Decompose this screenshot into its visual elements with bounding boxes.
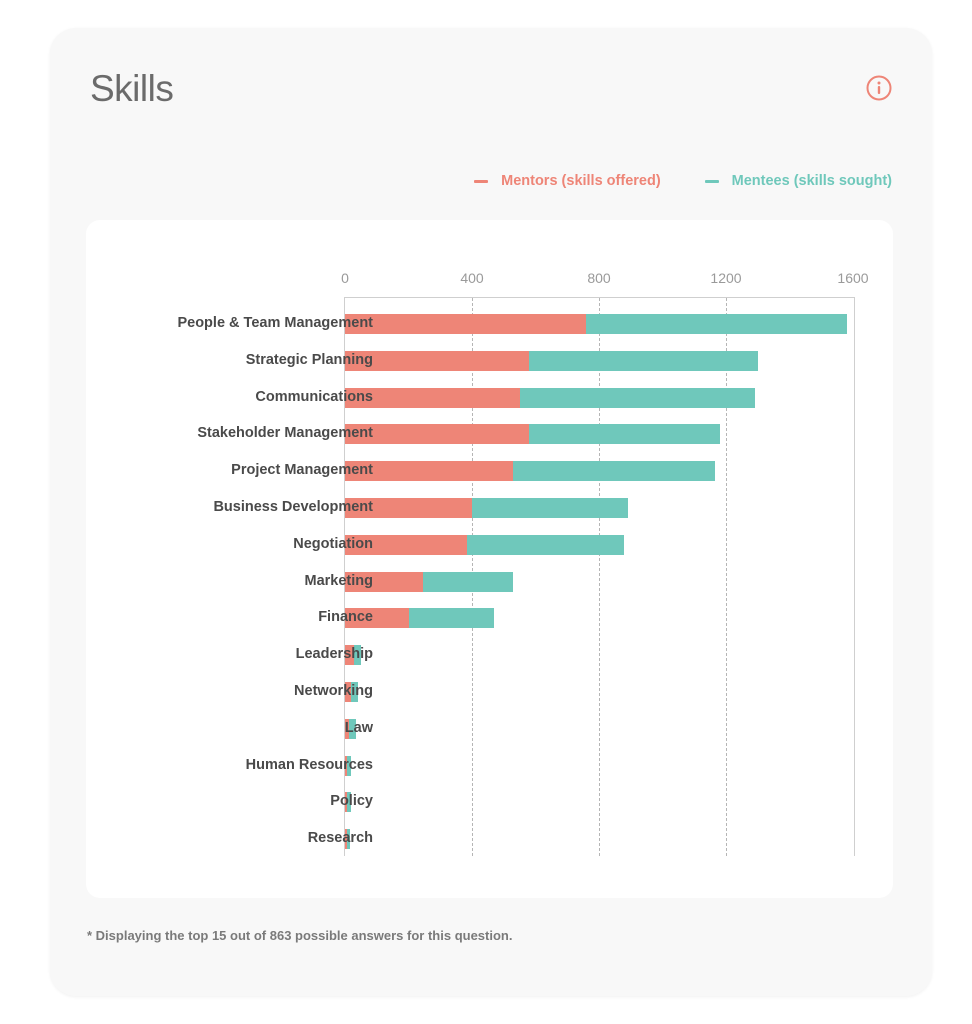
bar-segment-mentees[interactable] — [346, 792, 351, 813]
category-label: People & Team Management — [177, 315, 373, 331]
x-tick-label: 800 — [587, 270, 611, 286]
bar-row — [345, 534, 854, 555]
bar-segment-mentors[interactable] — [345, 755, 348, 776]
bar-segment-mentees[interactable] — [353, 645, 361, 666]
bar-row — [345, 829, 854, 850]
bar-segment-mentors[interactable] — [345, 498, 472, 518]
bar-row — [345, 424, 854, 445]
bar-segment-mentees[interactable] — [348, 718, 357, 739]
category-label: Business Development — [213, 499, 373, 515]
bar-segment-mentors[interactable] — [345, 461, 514, 482]
bar-segment-mentors[interactable] — [345, 829, 347, 850]
bar-segment-mentees[interactable] — [519, 387, 755, 408]
plot-area: 0 400 800 1200 1600 — [341, 270, 869, 856]
x-tick-label: 0 — [341, 270, 349, 286]
bar-row — [345, 755, 854, 776]
chart-legend: Mentors (skills offered) Mentees (skills… — [474, 173, 892, 189]
bar-row — [345, 682, 854, 702]
category-label: Marketing — [304, 572, 374, 589]
bar-row — [345, 498, 854, 518]
bar-segment-mentees[interactable] — [422, 571, 514, 592]
bar-row — [345, 608, 854, 629]
bar-segment-mentors[interactable] — [345, 534, 468, 555]
bar-segment-mentees[interactable] — [472, 498, 628, 518]
category-label: Human Resources — [245, 756, 373, 773]
bar-segment-mentors[interactable] — [345, 424, 530, 445]
category-label: Research — [307, 830, 373, 847]
skills-card: Skills Mentors (skills offered) Mentees … — [50, 28, 932, 996]
info-circle-icon — [866, 75, 892, 101]
category-label: Policy — [330, 793, 373, 810]
footnote: * Displaying the top 15 out of 863 possi… — [87, 928, 513, 943]
bar-row — [345, 387, 854, 408]
bar-segment-mentees[interactable] — [347, 755, 351, 776]
bar-segment-mentors[interactable] — [345, 387, 520, 408]
legend-item-mentors[interactable]: Mentors (skills offered) — [474, 173, 661, 189]
bar-row — [345, 350, 854, 371]
bar-row — [345, 645, 854, 666]
legend-label-mentees: Mentees (skills sought) — [731, 173, 892, 189]
bar-row — [345, 314, 854, 334]
category-label: Law — [344, 719, 373, 736]
bar-segment-mentees[interactable] — [529, 424, 720, 445]
bar-segment-mentors[interactable] — [345, 608, 409, 629]
mentors-swatch-icon — [474, 179, 489, 183]
bar-segment-mentees[interactable] — [346, 829, 351, 850]
chart-panel: 0 400 800 1200 1600 People & Team Management… — [86, 220, 893, 898]
bar-segment-mentors[interactable] — [345, 792, 347, 813]
category-label: Leadership — [295, 646, 373, 663]
bar-row — [345, 792, 854, 813]
x-tick-label: 1200 — [710, 270, 742, 286]
bar-segment-mentors[interactable] — [345, 645, 354, 666]
bar-segment-mentors[interactable] — [345, 571, 423, 592]
x-tick-label: 400 — [460, 270, 484, 286]
bar-segment-mentors[interactable] — [345, 314, 587, 334]
gridline — [726, 298, 727, 856]
bar-row — [345, 718, 854, 739]
category-label: Finance — [318, 609, 373, 626]
info-button[interactable] — [865, 74, 893, 102]
legend-item-mentees[interactable]: Mentees (skills sought) — [704, 173, 892, 189]
bar-segment-mentors[interactable] — [345, 350, 530, 371]
category-label: Communications — [255, 388, 373, 405]
category-label: Networking — [294, 683, 373, 699]
x-tick-label: 1600 — [837, 270, 869, 286]
bar-segment-mentees[interactable] — [513, 461, 715, 482]
bar-segment-mentees[interactable] — [586, 314, 847, 334]
card-title: Skills — [90, 68, 174, 109]
mentees-swatch-icon — [704, 179, 719, 183]
bar-row — [345, 571, 854, 592]
bar-segment-mentees[interactable] — [408, 608, 495, 629]
category-label: Project Management — [231, 462, 373, 479]
category-label: Stakeholder Management — [197, 425, 373, 442]
bar-row — [345, 461, 854, 482]
bar-segment-mentees[interactable] — [350, 682, 359, 702]
category-label: Negotiation — [293, 535, 373, 552]
bar-segment-mentees[interactable] — [467, 534, 625, 555]
bar-segment-mentees[interactable] — [529, 350, 758, 371]
bar-segment-mentors[interactable] — [345, 682, 351, 702]
category-label: Strategic Planning — [245, 351, 373, 368]
gridline — [599, 298, 600, 856]
legend-label-mentors: Mentors (skills offered) — [501, 173, 661, 189]
bar-segment-mentors[interactable] — [345, 718, 349, 739]
